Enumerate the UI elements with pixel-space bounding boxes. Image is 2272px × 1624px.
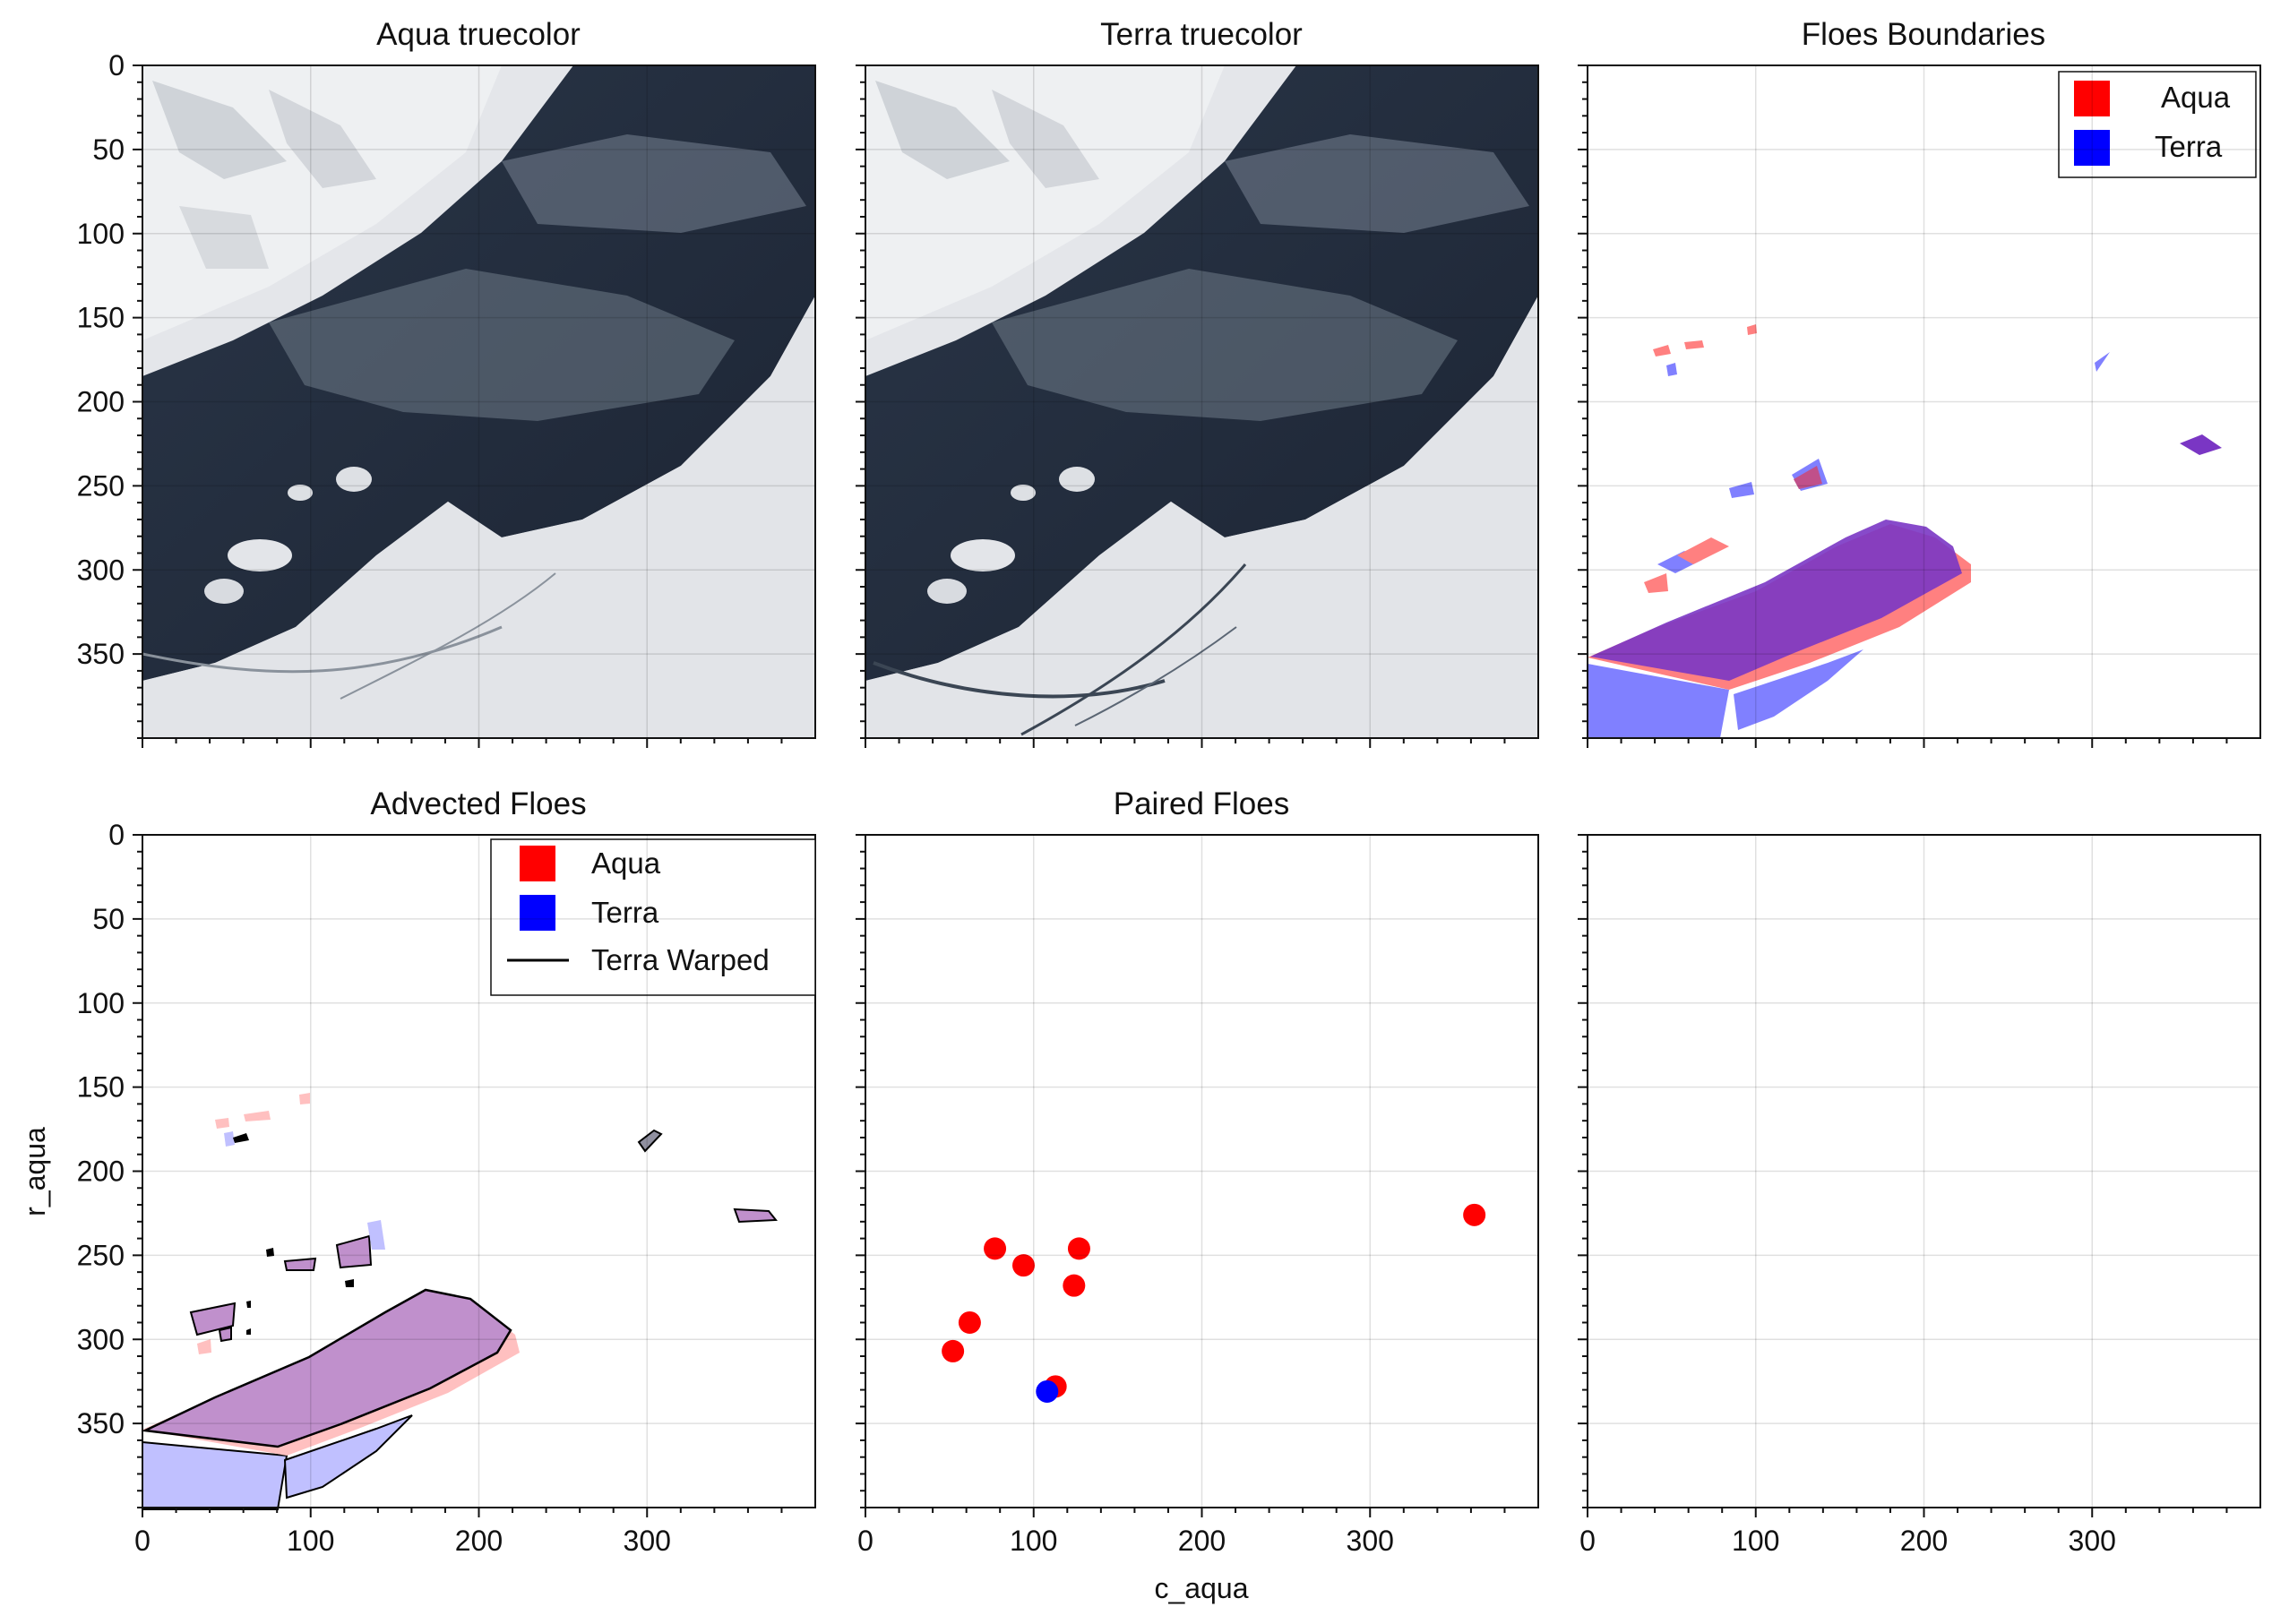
y-tick-label: 300	[77, 554, 125, 586]
panel-aqua: Aqua truecolor	[142, 17, 816, 739]
y-tick-label: 200	[77, 386, 125, 418]
legend-label: Aqua	[591, 846, 661, 880]
y-tick-label: 50	[92, 903, 125, 935]
panel-title-paired: Paired Floes	[1114, 786, 1289, 821]
floe-shapes-advected	[141, 1093, 779, 1510]
x-tick-label: 0	[1579, 1525, 1596, 1557]
scatter-point	[942, 1339, 965, 1362]
floe-shapes-bounds	[1588, 324, 2222, 738]
x-tick-label: 0	[134, 1525, 151, 1557]
legend-swatch-terra	[2074, 130, 2110, 166]
overlap-floe	[141, 1288, 512, 1448]
x-tick-label: 300	[624, 1525, 671, 1557]
terra-floe	[1734, 649, 1863, 730]
x-tick-label: 200	[1900, 1525, 1948, 1557]
x-tick-label: 0	[857, 1525, 874, 1557]
x-tick-label: 200	[455, 1525, 503, 1557]
panel-terra: Terra truecolor	[865, 17, 1539, 739]
scatter-point	[1011, 1254, 1035, 1277]
y-tick-label: 100	[77, 987, 125, 1019]
y-tick-label: 200	[77, 1156, 125, 1188]
x-tick-label: 300	[1347, 1525, 1394, 1557]
y-tick-label: 350	[77, 638, 125, 670]
y-tick-label: 50	[92, 133, 125, 166]
y-tick-label: 100	[77, 218, 125, 250]
axis-ticks: 0 50 100 150 200 250 300 350 0 100 200 300 0 50 100 150…	[77, 49, 2228, 1557]
y-tick-label: 250	[77, 469, 125, 502]
y-tick-label: 300	[77, 1323, 125, 1355]
panel-title-terra: Terra truecolor	[1100, 17, 1303, 52]
scatter-point	[1463, 1203, 1486, 1226]
legend-label: Aqua	[2161, 81, 2231, 114]
y-tick-label: 350	[77, 1407, 125, 1439]
y-tick-label: 150	[77, 1071, 125, 1104]
x-tick-label: 200	[1178, 1525, 1226, 1557]
legend-swatch-aqua	[2074, 81, 2110, 116]
y-tick-label: 0	[108, 49, 125, 82]
scatter-point	[1067, 1237, 1090, 1260]
legend-advected: Aqua Terra Terra Warped	[490, 838, 816, 996]
scatter-point	[984, 1237, 1007, 1260]
x-tick-label: 100	[1732, 1525, 1779, 1557]
legend-swatch-aqua	[520, 846, 555, 881]
legend-label: Terra	[591, 896, 659, 929]
y-tick-label: 150	[77, 302, 125, 334]
panel-title-aqua: Aqua truecolor	[376, 17, 581, 52]
legend-label: Terra Warped	[591, 943, 770, 976]
y-axis-label: r_aqua	[19, 1127, 51, 1216]
legend-bounds: Aqua Terra	[2058, 71, 2257, 178]
grids	[142, 64, 2260, 1508]
y-tick-label: 250	[77, 1239, 125, 1271]
satellite-image-aqua	[142, 65, 815, 738]
overlap-floe	[2180, 434, 2222, 455]
x-axis-label: c_aqua	[1155, 1572, 1249, 1604]
y-tick-label: 0	[108, 819, 125, 851]
panel-bounds: Floes Boundaries Aqu	[1587, 17, 2261, 739]
scatter-point	[1036, 1379, 1059, 1403]
terra-warped-floe	[283, 1414, 413, 1499]
scatter-point	[1063, 1274, 1086, 1297]
x-tick-label: 100	[287, 1525, 334, 1557]
scatter-point	[958, 1310, 981, 1334]
overlap-floe	[1590, 520, 1962, 681]
terra-warped-floe	[142, 1440, 288, 1510]
scatter-points	[942, 1203, 1486, 1403]
panel-title-bounds: Floes Boundaries	[1802, 17, 2045, 52]
satellite-image-terra	[865, 65, 1538, 738]
x-tick-label: 300	[2069, 1525, 2116, 1557]
x-tick-label: 100	[1010, 1525, 1057, 1557]
panel-title-advected: Advected Floes	[370, 786, 586, 821]
legend-label: Terra	[2155, 130, 2223, 163]
legend-swatch-terra	[520, 895, 555, 931]
terra-floe	[1588, 664, 1729, 738]
